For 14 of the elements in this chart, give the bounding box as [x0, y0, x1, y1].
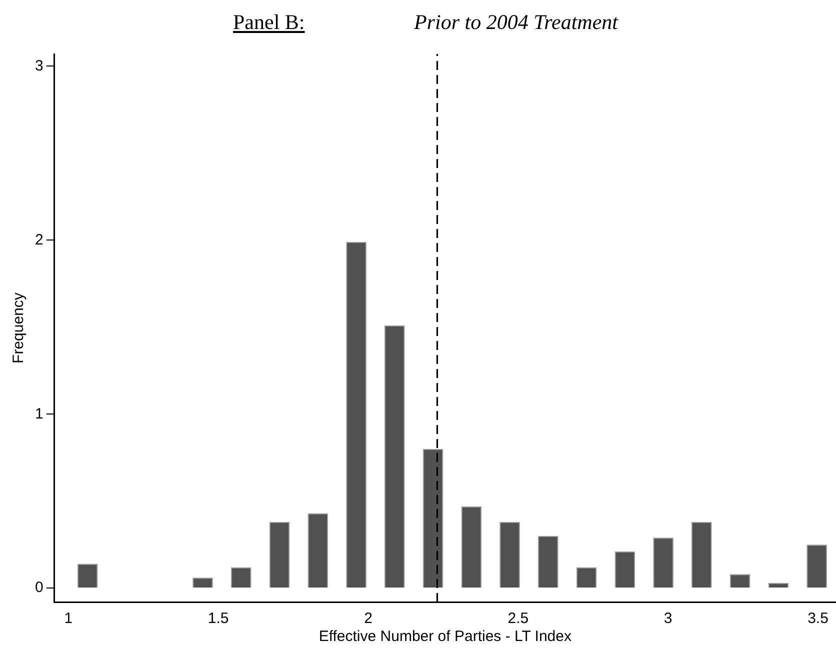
- x-axis-title: Effective Number of Parties - LT Index: [318, 628, 572, 646]
- y-axis-title: Frequency: [10, 292, 28, 364]
- chart-title: Panel B:: [233, 10, 305, 35]
- x-tick-label: 2.5: [508, 610, 529, 628]
- x-tick-label: 1.5: [208, 610, 229, 628]
- y-tick-label: 0: [35, 579, 44, 596]
- x-tick-label: 3.5: [808, 610, 828, 628]
- y-tick-label: 3: [35, 57, 44, 74]
- chart-subtitle: Prior to 2004 Treatment: [414, 10, 618, 35]
- x-tick-label: 2: [364, 610, 372, 628]
- x-tick-label: 3: [664, 610, 672, 628]
- y-tick-label: 1: [35, 405, 44, 422]
- y-tick-label: 2: [35, 231, 44, 248]
- x-tick-label: 1: [64, 610, 73, 628]
